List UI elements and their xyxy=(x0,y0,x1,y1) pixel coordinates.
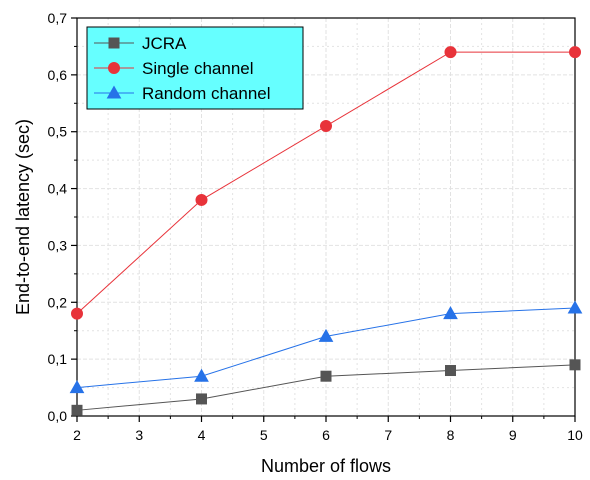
y-tick-label: 0,3 xyxy=(48,237,68,253)
data-point xyxy=(320,370,332,382)
y-tick-label: 0,5 xyxy=(48,124,68,140)
x-tick-label: 3 xyxy=(135,427,143,443)
data-point xyxy=(194,368,209,382)
y-tick-label: 0,1 xyxy=(48,351,68,367)
y-tick-label: 0,4 xyxy=(48,181,68,197)
legend-marker xyxy=(108,37,120,49)
data-point xyxy=(320,120,332,133)
data-point xyxy=(195,193,208,206)
x-tick-label: 10 xyxy=(567,427,583,443)
y-tick-label: 0,2 xyxy=(48,294,68,310)
x-tick-label: 6 xyxy=(322,427,330,443)
data-point xyxy=(569,359,581,371)
legend-label: Single channel xyxy=(142,59,254,78)
legend-item: Random channel xyxy=(94,84,271,103)
data-point xyxy=(69,380,85,394)
x-tick-label: 4 xyxy=(198,427,206,443)
data-point xyxy=(567,300,583,314)
data-point xyxy=(71,404,83,416)
y-tick-label: 0,0 xyxy=(48,408,68,424)
data-point xyxy=(318,328,334,342)
axis-ticks: 2 3 4 5 6 7 8 9 10 0,0 0,1 0,2 0,3 0,4 0,5 0,6 0,7 xyxy=(48,10,583,443)
series-random-channel xyxy=(69,300,583,394)
data-point xyxy=(443,306,458,320)
series-single-channel xyxy=(71,46,581,320)
x-axis-title: Number of flows xyxy=(261,456,391,476)
legend-item: JCRA xyxy=(94,34,187,53)
legend-marker xyxy=(106,85,122,99)
legend-label: JCRA xyxy=(142,34,187,53)
x-tick-label: 7 xyxy=(384,427,392,443)
y-tick-label: 0,7 xyxy=(48,10,68,26)
series-layer xyxy=(69,46,583,416)
data-point xyxy=(71,307,83,320)
legend-marker xyxy=(108,62,120,74)
legend: JCRA Single channel Random channel xyxy=(86,26,304,110)
x-tick-label: 5 xyxy=(260,427,268,443)
data-point xyxy=(569,46,581,59)
x-tick-label: 8 xyxy=(447,427,455,443)
x-tick-label: 9 xyxy=(509,427,517,443)
data-point xyxy=(196,393,207,405)
y-axis-title: End-to-end latency (sec) xyxy=(13,119,33,315)
data-point xyxy=(444,46,457,59)
legend-label: Random channel xyxy=(142,84,271,103)
x-tick-label: 2 xyxy=(73,427,81,443)
y-tick-label: 0,6 xyxy=(48,67,68,83)
series-jcra xyxy=(71,359,581,416)
legend-item: Single channel xyxy=(94,59,254,78)
data-point xyxy=(445,365,456,377)
